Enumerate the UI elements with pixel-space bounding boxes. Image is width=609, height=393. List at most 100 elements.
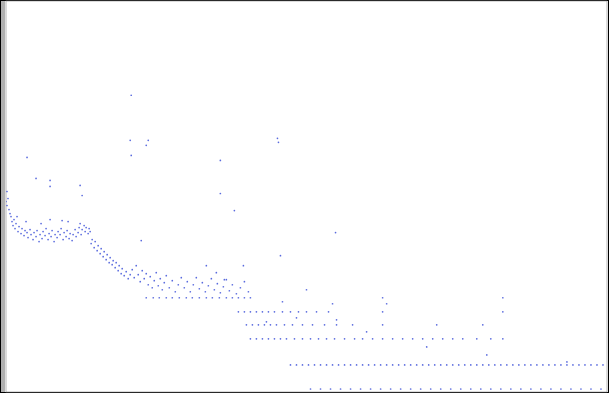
point (476, 364, 478, 366)
point (476, 338, 478, 340)
point (152, 297, 154, 299)
point (174, 291, 176, 293)
point (111, 264, 113, 266)
point (79, 185, 81, 187)
point (258, 324, 260, 326)
point (94, 241, 96, 243)
point (404, 364, 406, 366)
point (354, 338, 356, 340)
point (91, 239, 93, 241)
point (118, 265, 120, 267)
point (59, 234, 61, 236)
point (65, 236, 67, 238)
point (81, 195, 83, 197)
point (114, 267, 116, 269)
point (217, 283, 219, 285)
point (426, 346, 428, 348)
point (243, 265, 245, 267)
point (115, 262, 117, 264)
point (191, 297, 193, 299)
point (302, 338, 304, 340)
point (205, 297, 207, 299)
point (402, 338, 404, 340)
point (490, 388, 492, 390)
point (15, 223, 17, 225)
point (84, 231, 86, 233)
point (500, 364, 502, 366)
point (350, 364, 352, 366)
point (32, 239, 34, 241)
point (338, 364, 340, 366)
point (250, 338, 252, 340)
point (412, 338, 414, 340)
point (121, 268, 123, 270)
point (326, 338, 328, 340)
point (25, 221, 27, 223)
point (77, 232, 79, 234)
point (89, 231, 91, 233)
point (335, 232, 337, 234)
point (135, 265, 137, 267)
point (211, 297, 213, 299)
point (71, 240, 73, 242)
point (290, 311, 292, 313)
point (163, 282, 165, 284)
point (236, 293, 238, 295)
point (204, 291, 206, 293)
point (284, 324, 286, 326)
point (149, 276, 151, 278)
point (548, 364, 550, 366)
point (446, 364, 448, 366)
point (36, 230, 38, 232)
point (96, 250, 98, 252)
point (24, 230, 26, 232)
point (270, 324, 272, 326)
point (60, 228, 62, 230)
point (17, 231, 19, 233)
point (226, 297, 228, 299)
point (520, 388, 522, 390)
point (352, 324, 354, 326)
point (600, 388, 602, 390)
point (161, 289, 163, 291)
point (75, 236, 77, 238)
point (40, 223, 42, 225)
point (430, 388, 432, 390)
point (362, 364, 364, 366)
point (294, 338, 296, 340)
point (530, 388, 532, 390)
point (185, 297, 187, 299)
point (180, 277, 182, 279)
point (49, 219, 51, 221)
point (422, 338, 424, 340)
point (356, 364, 358, 366)
point (382, 297, 384, 299)
point (286, 338, 288, 340)
point (500, 388, 502, 390)
point (210, 278, 212, 280)
point (33, 232, 35, 234)
point (306, 311, 308, 313)
point (436, 324, 438, 326)
point (8, 209, 10, 211)
point (117, 270, 119, 272)
point (213, 289, 215, 291)
point (540, 388, 542, 390)
point (416, 364, 418, 366)
point (458, 364, 460, 366)
point (61, 220, 63, 222)
point (220, 292, 222, 294)
point (97, 245, 99, 247)
point (83, 225, 85, 227)
point (74, 229, 76, 231)
point (62, 239, 64, 241)
point (198, 297, 200, 299)
point (596, 364, 598, 366)
point (72, 234, 74, 236)
point (428, 364, 430, 366)
point (192, 284, 194, 286)
point (171, 297, 173, 299)
point (336, 319, 338, 321)
point (312, 324, 314, 326)
point (238, 297, 240, 299)
